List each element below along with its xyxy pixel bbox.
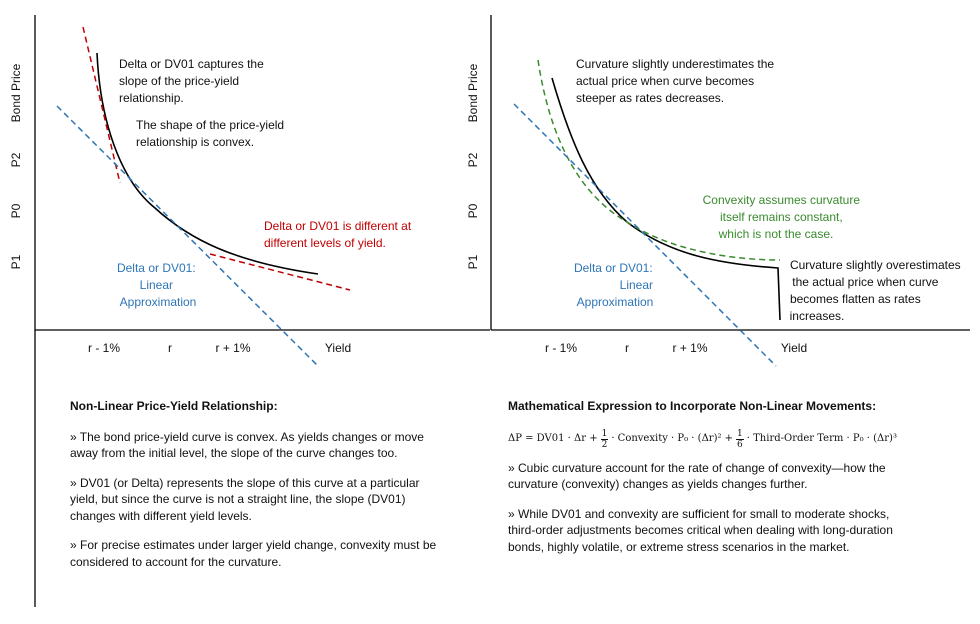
right-y-tick-p1: P1 — [466, 254, 480, 269]
right-annotation-underestimates: Curvature slightly underestimates the ac… — [576, 57, 777, 105]
left-chart: Bond Price P2 P0 P1 r - 1% r r + 1% Yiel… — [9, 15, 490, 607]
left-y-axis-label: Bond Price — [9, 63, 23, 122]
formula-convexity-term: · Convexity · P₀ · (Δr)² + — [611, 432, 734, 444]
right-annotation-overestimates: Curvature slightly overestimates the act… — [790, 258, 964, 323]
right-x-tick-r-minus: r - 1% — [545, 341, 577, 355]
left-annotation-delta-captures: Delta or DV01 captures the slope of the … — [119, 57, 267, 105]
bottom-right-paragraph-1: » Cubic curvature account for the rate o… — [508, 460, 886, 492]
formula-lhs: ΔP = DV01 · Δr + — [508, 432, 598, 444]
formula-fraction-sixth: 1 6 — [736, 428, 744, 450]
right-annotation-convexity-constant: Convexity assumes curvature itself remai… — [703, 193, 864, 241]
right-blue-tangent — [513, 103, 777, 367]
left-red-tangent-steep — [82, 26, 121, 184]
right-annotation-linear-approx: Delta or DV01: Linear Approximation — [574, 261, 656, 309]
left-annotation-delta-different: Delta or DV01 is different at different … — [264, 219, 415, 250]
bottom-left-paragraph-2: » DV01 (or Delta) represents the slope o… — [70, 475, 420, 523]
left-annotation-shape-convex: The shape of the price-yield relationshi… — [136, 118, 287, 149]
left-red-tangent-flat — [209, 253, 351, 291]
left-x-axis-label: Yield — [325, 341, 351, 355]
left-annotation-linear-approx: Delta or DV01: Linear Approximation — [117, 261, 199, 309]
bottom-left-paragraph-3: » For precise estimates under larger yie… — [70, 538, 437, 569]
right-x-tick-r: r — [625, 341, 629, 355]
formula-third-order-term: · Third-Order Term · P₀ · (Δr)³ — [746, 432, 897, 444]
bottom-right-heading: Mathematical Expression to Incorporate N… — [508, 399, 877, 413]
left-y-tick-p0: P0 — [9, 203, 23, 218]
right-chart: Bond Price P2 P0 P1 r - 1% r r + 1% Yiel… — [466, 15, 970, 367]
left-price-yield-curve — [96, 52, 319, 275]
formula-fraction-half: 1 2 — [600, 428, 609, 450]
bottom-left-text-block: Non-Linear Price-Yield Relationship: » T… — [70, 398, 450, 583]
bottom-left-heading: Non-Linear Price-Yield Relationship: — [70, 399, 278, 413]
left-x-tick-r-plus: r + 1% — [215, 341, 250, 355]
right-convexity-curve — [537, 59, 781, 261]
left-x-tick-r: r — [168, 341, 172, 355]
right-x-axis-label: Yield — [781, 341, 807, 355]
left-blue-tangent — [56, 105, 319, 367]
right-y-tick-p0: P0 — [466, 203, 480, 218]
left-x-tick-r-minus: r - 1% — [88, 341, 120, 355]
bottom-right-text-block: Mathematical Expression to Incorporate N… — [508, 398, 908, 568]
right-y-tick-p2: P2 — [466, 152, 480, 167]
formula: ΔP = DV01 · Δr + 1 2 · Convexity · P₀ · … — [508, 429, 908, 450]
left-y-tick-p2: P2 — [9, 152, 23, 167]
left-y-tick-p1: P1 — [9, 254, 23, 269]
bottom-right-paragraph-2: » While DV01 and convexity are sufficien… — [508, 506, 893, 554]
right-x-tick-r-plus: r + 1% — [672, 341, 707, 355]
bottom-left-paragraph-1: » The bond price-yield curve is convex. … — [70, 429, 424, 461]
right-y-axis-label: Bond Price — [466, 63, 480, 122]
